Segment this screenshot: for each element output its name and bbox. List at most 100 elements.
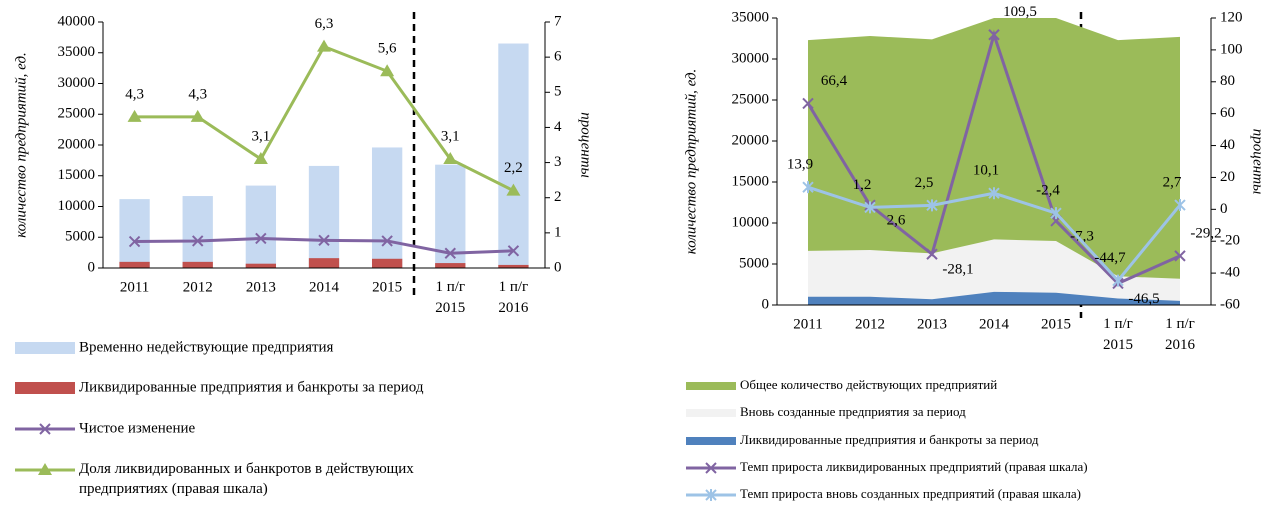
y2-tick-label: 60 (1220, 105, 1235, 121)
marker (802, 181, 814, 194)
marker (1112, 274, 1124, 287)
y2-tick-label: -40 (1220, 265, 1240, 281)
y-tick-label: 25000 (58, 106, 96, 122)
x-tick-label: 2011 (793, 316, 822, 332)
marker (864, 201, 876, 214)
marker (506, 183, 521, 196)
marker (255, 232, 267, 245)
marker (253, 152, 268, 165)
marker (1174, 250, 1186, 262)
y2-axis-title: проценты (578, 112, 594, 177)
y-tick-label: 30000 (58, 75, 96, 91)
legend-label: Ликвидированные предприятия и банкроты з… (740, 432, 1039, 447)
y2-tick-label: 40 (1220, 137, 1235, 153)
data-label: 66,4 (821, 73, 848, 89)
marker (381, 235, 393, 247)
bar (498, 264, 529, 268)
x-tick-label: 2012 (855, 316, 885, 332)
x-tick-label: 2012 (183, 279, 213, 295)
marker (317, 39, 331, 52)
y-tick-label: 5000 (739, 255, 769, 271)
marker (926, 199, 938, 212)
bar (182, 261, 213, 268)
legend-label: Доля ликвидированных и банкротов в дейст… (79, 461, 414, 497)
y2-tick-label: 100 (1220, 41, 1243, 57)
y2-tick-label: 0 (1220, 201, 1228, 217)
y2-tick-label: -60 (1220, 296, 1240, 312)
legend-swatch (15, 342, 75, 354)
legend-label: Темп прироста вновь созданных предприяти… (740, 486, 1081, 501)
bar (119, 199, 150, 268)
x-tick-label: 2011 (120, 279, 149, 295)
data-label: -46,5 (1128, 291, 1159, 307)
x-tick-label: 1 п/г 2016 (498, 279, 529, 316)
bar (245, 185, 277, 268)
y2-tick-label: 3 (554, 154, 562, 170)
data-label: -7,3 (1070, 228, 1094, 244)
data-label: 1,2 (853, 177, 872, 193)
legend-label: Чистое изменение (79, 420, 196, 436)
data-label: 6,3 (315, 16, 334, 32)
plot (119, 43, 529, 269)
data-label: 4,3 (188, 86, 207, 102)
x-tick-label: 1 п/г 2016 (1165, 316, 1196, 353)
bar (435, 263, 466, 268)
y2-tick-label: 20 (1220, 169, 1235, 185)
marker (1050, 207, 1062, 220)
legend-swatch (686, 409, 736, 417)
data-label: -29,2 (1190, 225, 1221, 241)
plot (808, 18, 1180, 305)
marker (318, 234, 330, 247)
data-label: 13,9 (787, 157, 813, 173)
marker (190, 109, 205, 122)
legend-label: Вновь созданные предприятия за период (740, 404, 966, 419)
marker (705, 489, 717, 501)
marker (192, 235, 204, 247)
marker (926, 248, 938, 260)
marker (128, 235, 141, 248)
bar (182, 196, 213, 268)
x-tick-label: 2013 (917, 316, 947, 332)
marker (444, 247, 456, 259)
y-tick-label: 0 (88, 259, 96, 275)
marker (39, 423, 51, 435)
data-label: -2,4 (1036, 183, 1060, 199)
x-tick-label: 2015 (1041, 316, 1071, 332)
y-tick-label: 20000 (58, 136, 96, 152)
legend-swatch (15, 382, 75, 394)
marker (443, 152, 458, 165)
marker (988, 187, 1000, 200)
y2-tick-label: 4 (554, 119, 562, 135)
y2-tick-label: 0 (554, 259, 562, 275)
data-label: -44,7 (1094, 250, 1126, 266)
legend-swatch (686, 437, 736, 445)
area (808, 239, 1180, 305)
y-tick-label: 40000 (58, 13, 96, 29)
y-tick-label: 10000 (732, 214, 770, 230)
legend-label: Темп прироста ликвидированных предприяти… (740, 459, 1088, 474)
bar (371, 147, 403, 268)
data-label: -28,1 (942, 262, 973, 278)
x-tick-label: 2013 (246, 279, 276, 295)
marker (127, 109, 142, 122)
x-tick-label: 1 п/г 2015 (1103, 316, 1133, 353)
y-axis-title: количество предприятий, ед. (683, 69, 699, 255)
x-tick-label: 1 п/г 2015 (435, 279, 465, 316)
y2-tick-label: 6 (554, 49, 562, 65)
data-label: 3,1 (441, 128, 460, 144)
legend-swatch (686, 382, 736, 390)
legend-label: Ликвидированные предприятия и банкроты з… (79, 379, 424, 395)
bar (119, 261, 150, 268)
y-tick-label: 0 (762, 296, 770, 312)
legend-label: Общее количество действующих предприятий (740, 377, 997, 392)
marker (380, 64, 395, 77)
data-label: 2,6 (887, 213, 906, 229)
y-tick-label: 5000 (65, 229, 95, 245)
y-tick-label: 35000 (58, 44, 96, 60)
bar (245, 263, 277, 268)
data-label: 5,6 (378, 41, 397, 57)
y-tick-label: 15000 (58, 167, 96, 183)
y2-tick-label: 2 (554, 189, 562, 205)
area (808, 18, 1180, 305)
y-tick-label: 30000 (732, 50, 770, 66)
